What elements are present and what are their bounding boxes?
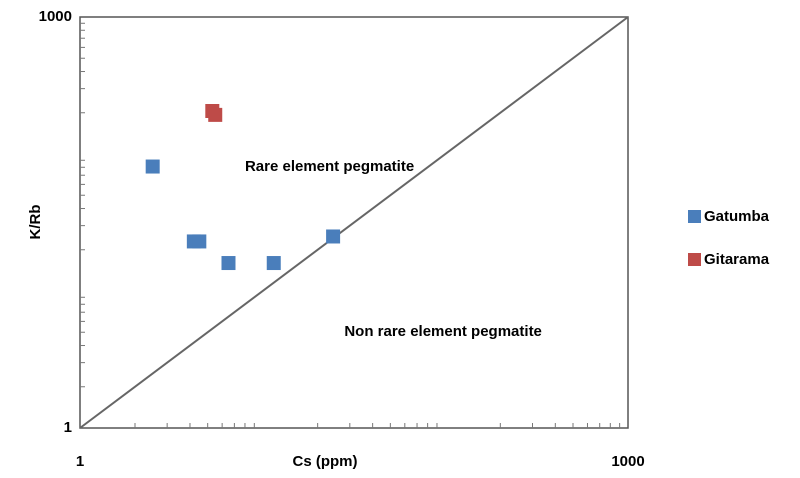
legend-swatch	[688, 210, 701, 223]
point	[208, 107, 223, 122]
y-axis-label: K/Rb	[27, 205, 44, 240]
point	[221, 256, 236, 271]
plot-frame	[79, 16, 629, 429]
reference-line	[79, 16, 629, 429]
x-tick-label: 1000	[611, 453, 644, 470]
point	[192, 234, 207, 249]
y-tick-label: 1000	[39, 8, 72, 25]
point	[326, 229, 341, 244]
x-axis-label: Cs (ppm)	[293, 453, 358, 470]
legend-swatch	[688, 253, 701, 266]
x-tick-label: 1	[76, 453, 84, 470]
legend-label: Gitarama	[704, 251, 770, 268]
legend-label: Gatumba	[704, 208, 770, 225]
point	[266, 256, 281, 271]
annotation: Rare element pegmatite	[245, 158, 414, 175]
annotation: Non rare element pegmatite	[344, 323, 542, 340]
point	[145, 159, 160, 174]
y-tick-label: 1	[64, 419, 72, 436]
